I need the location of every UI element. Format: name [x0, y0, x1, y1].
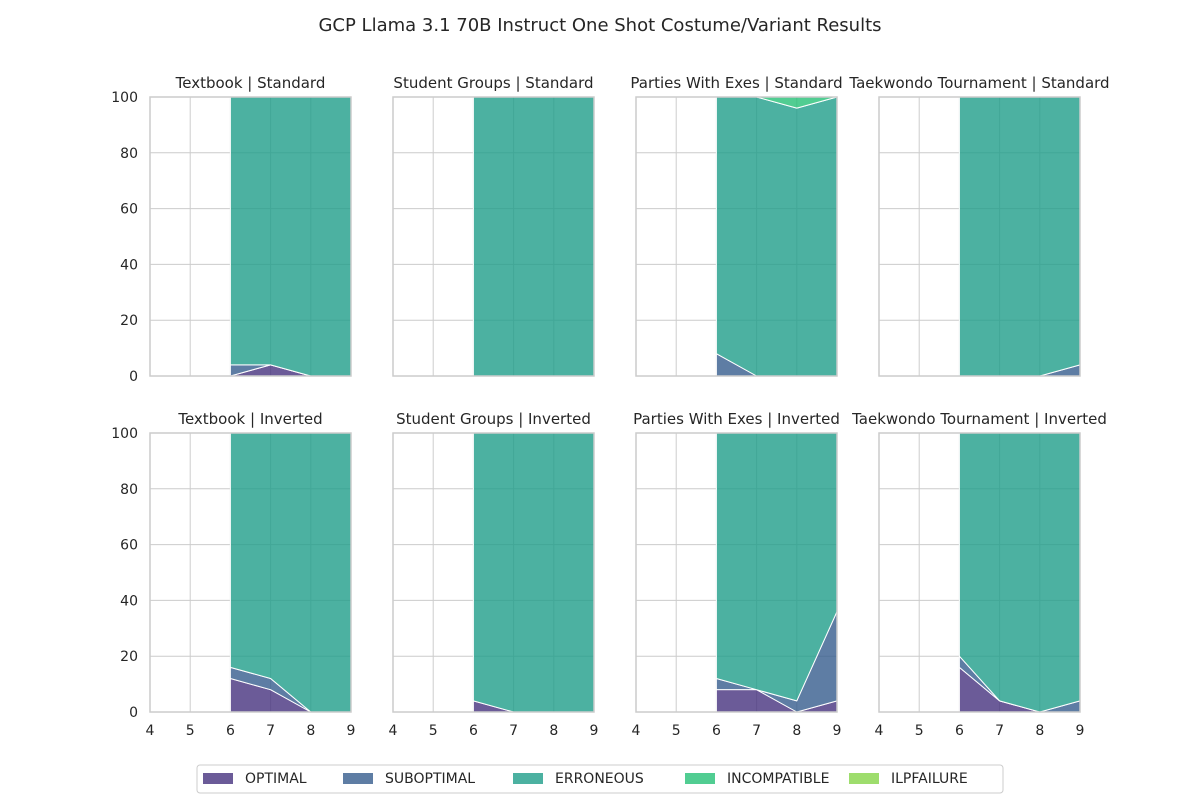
x-tick-label: 8: [306, 723, 315, 739]
x-tick-label: 9: [347, 723, 356, 739]
y-tick-label: 40: [120, 257, 138, 273]
x-tick-label: 7: [995, 723, 1004, 739]
y-tick-label: 20: [120, 313, 138, 329]
legend-swatch: [849, 773, 879, 784]
subplot-7: Parties With Exes | Inverted 4 5 6 7 8 9: [632, 410, 842, 739]
x-tick-label: 4: [875, 723, 884, 739]
legend-swatch: [343, 773, 373, 784]
legend-label: SUBOPTIMAL: [385, 771, 475, 787]
x-tick-label: 7: [752, 723, 761, 739]
x-tick-label: 8: [549, 723, 558, 739]
subplot-title: Student Groups | Standard: [393, 74, 593, 92]
legend-item-erroneous: ERRONEOUS: [513, 771, 644, 787]
x-tick-label: 5: [915, 723, 924, 739]
x-tick-label: 4: [146, 723, 155, 739]
x-tick-label: 7: [266, 723, 275, 739]
y-tick-label: 80: [120, 146, 138, 162]
subplot-1: Textbook | Standard 0 20 40 60 80 100: [111, 74, 352, 385]
y-tick-label: 60: [120, 538, 138, 554]
axes-frame: [635, 96, 838, 377]
axes-frame: [392, 432, 595, 713]
legend-label: ERRONEOUS: [555, 771, 644, 787]
x-tick-label: 6: [226, 723, 235, 739]
subplot-title: Taekwondo Tournament | Inverted: [851, 410, 1107, 428]
subplot-6: Student Groups | Inverted 4 5 6 7 8 9: [389, 410, 599, 739]
legend-label: INCOMPATIBLE: [727, 771, 829, 787]
x-tick-label: 4: [632, 723, 641, 739]
legend-item-suboptimal: SUBOPTIMAL: [343, 771, 475, 787]
legend: OPTIMAL SUBOPTIMAL ERRONEOUS INCOMPATIBLE IL…: [196, 764, 1004, 794]
area-erroneous: [472, 432, 595, 713]
x-tick-label: 5: [672, 723, 681, 739]
x-tick-label: 7: [509, 723, 518, 739]
subplot-title: Parties With Exes | Standard: [630, 74, 842, 92]
legend-swatch: [513, 773, 543, 784]
legend-item-incompatible: INCOMPATIBLE: [685, 771, 829, 787]
figure-title: GCP Llama 3.1 70B Instruct One Shot Cost…: [318, 15, 881, 36]
y-tick-label: 80: [120, 482, 138, 498]
legend-swatch: [685, 773, 715, 784]
subplot-4: Taekwondo Tournament | Standard: [848, 74, 1110, 377]
axes-frame: [878, 96, 1081, 377]
legend-frame: [196, 764, 1004, 794]
subplot-title: Textbook | Standard: [175, 74, 326, 92]
area-erroneous: [229, 96, 352, 377]
x-tick-label: 8: [792, 723, 801, 739]
subplot-title: Taekwondo Tournament | Standard: [848, 74, 1109, 92]
x-tick-label: 6: [955, 723, 964, 739]
x-tick-label: 5: [186, 723, 195, 739]
subplot-3: Parties With Exes | Standard: [630, 74, 843, 377]
y-tick-label: 40: [120, 593, 138, 609]
y-tick-label: 0: [129, 705, 138, 721]
x-tick-label: 5: [429, 723, 438, 739]
y-tick-label: 0: [129, 369, 138, 385]
y-tick-label: 100: [111, 90, 138, 106]
legend-label: OPTIMAL: [245, 771, 307, 787]
x-tick-label: 6: [712, 723, 721, 739]
area-erroneous: [715, 96, 838, 377]
subplot-8: Taekwondo Tournament | Inverted 4 5 6 7 8 9: [851, 410, 1107, 739]
x-tick-label: 4: [389, 723, 398, 739]
x-tick-label: 9: [833, 723, 842, 739]
subplot-5: Textbook | Inverted 0 20 40 60 80 100 4 5 6 7 8 9: [111, 410, 355, 739]
subplot-2: Student Groups | Standard: [392, 74, 595, 377]
x-tick-label: 9: [590, 723, 599, 739]
axes-frame: [149, 432, 352, 713]
legend-item-ilpfailure: ILPFAILURE: [849, 771, 968, 787]
y-tick-label: 20: [120, 649, 138, 665]
legend-item-optimal: OPTIMAL: [203, 771, 307, 787]
area-erroneous: [958, 432, 1081, 713]
legend-label: ILPFAILURE: [891, 771, 968, 787]
legend-swatch: [203, 773, 233, 784]
axes-frame: [878, 432, 1081, 713]
area-erroneous: [229, 432, 352, 713]
area-erroneous: [472, 96, 595, 377]
y-tick-label: 100: [111, 426, 138, 442]
x-tick-label: 8: [1035, 723, 1044, 739]
area-erroneous: [958, 96, 1081, 377]
x-tick-label: 9: [1076, 723, 1085, 739]
subplot-title: Textbook | Inverted: [177, 410, 322, 428]
y-tick-label: 60: [120, 202, 138, 218]
subplot-title: Parties With Exes | Inverted: [633, 410, 840, 428]
axes-frame: [635, 432, 838, 713]
axes-frame: [149, 96, 352, 377]
axes-frame: [392, 96, 595, 377]
subplot-title: Student Groups | Inverted: [396, 410, 591, 428]
x-tick-label: 6: [469, 723, 478, 739]
